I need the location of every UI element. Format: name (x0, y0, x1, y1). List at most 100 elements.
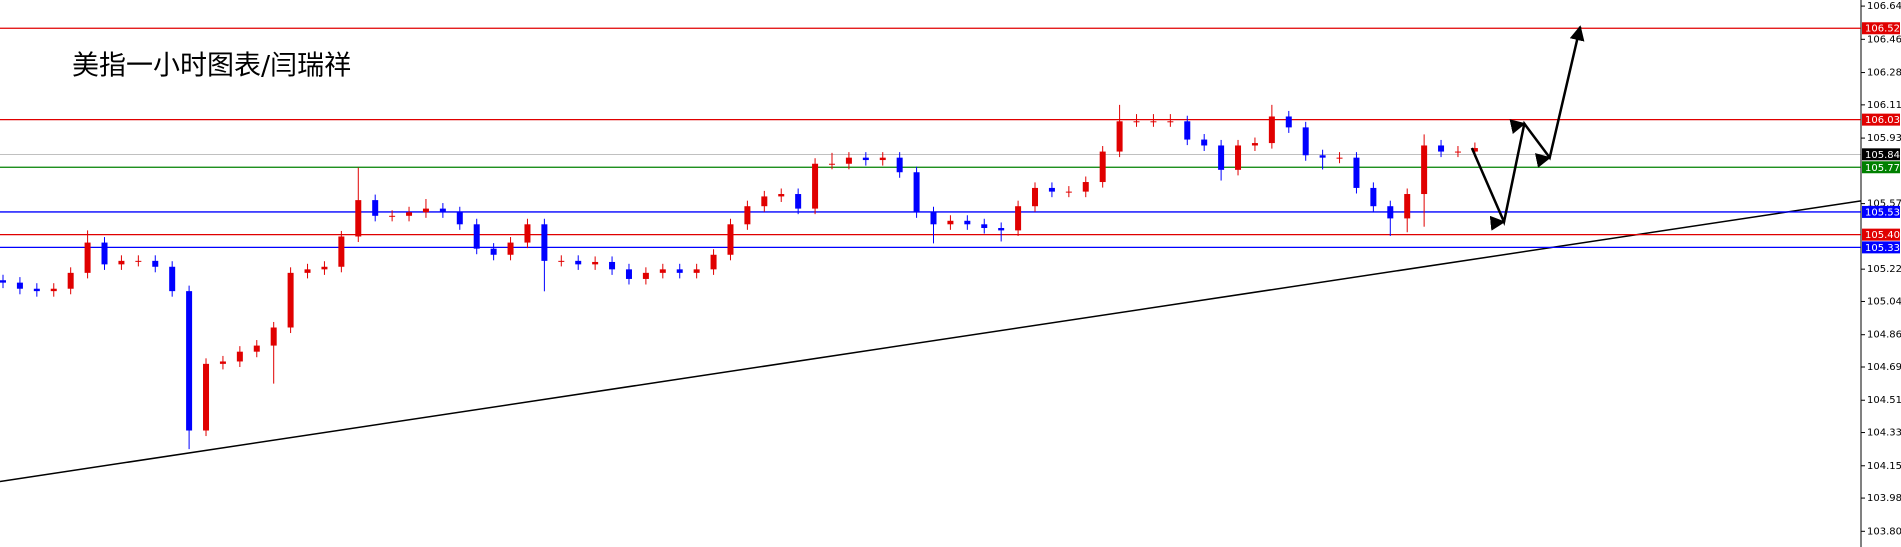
candle-body (1150, 121, 1157, 123)
candle-body (1032, 187, 1039, 207)
candle-body (1015, 206, 1022, 231)
candle-body (795, 194, 802, 209)
candle-body (879, 157, 886, 161)
candle-body (33, 288, 40, 292)
candle-body (101, 242, 108, 265)
candle-body (1184, 121, 1191, 140)
candle-body (1285, 116, 1292, 128)
candle-body (0, 280, 6, 283)
candle-body (1048, 187, 1055, 192)
candle-body (118, 260, 125, 265)
candle-body (947, 220, 954, 225)
level-label: 106.525 (1865, 24, 1901, 35)
candle-body (964, 220, 971, 225)
candle-body (1319, 155, 1326, 158)
candle-body (930, 212, 937, 225)
y-tick-label: 106.465 (1867, 34, 1901, 45)
candle-body (845, 157, 852, 164)
level-tag (1862, 241, 1900, 254)
level-label: 105.338 (1865, 243, 1901, 254)
candle-body (1218, 145, 1225, 170)
candle-body (186, 291, 193, 431)
y-tick-label: 105.220 (1867, 264, 1901, 275)
candle-body (236, 351, 243, 362)
y-tick-label: 105.045 (1867, 296, 1901, 307)
y-tick-label: 104.155 (1867, 461, 1901, 472)
candle-body (778, 194, 785, 197)
candle-body (896, 157, 903, 173)
y-tick-label: 104.690 (1867, 362, 1901, 373)
candle-body (135, 260, 142, 262)
candle-body (270, 327, 277, 346)
candle-body (439, 208, 446, 213)
candle-body (609, 261, 616, 270)
candle-body (625, 269, 632, 279)
candle-body (744, 206, 751, 225)
level-label: 105.530 (1865, 207, 1901, 218)
level-label: 105.842 (1865, 150, 1901, 161)
y-tick-label: 106.110 (1867, 100, 1901, 111)
level-label: 105.407 (1865, 230, 1901, 241)
candle-body (1268, 116, 1275, 144)
candle-body (50, 288, 57, 292)
candle-body (1438, 145, 1445, 152)
level-tag (1862, 205, 1900, 218)
candle-body (1082, 182, 1089, 192)
candle-body (575, 260, 582, 265)
y-tick-label: 106.645 (1867, 1, 1901, 12)
candle-body (338, 236, 345, 267)
level-tag (1862, 148, 1900, 161)
y-tick-label: 104.510 (1867, 395, 1901, 406)
candle-body (862, 157, 869, 161)
candle-body (507, 242, 514, 255)
candle-body (219, 361, 226, 364)
candle-body (16, 282, 23, 289)
candle-body (828, 163, 835, 165)
candle-body (710, 254, 717, 270)
y-tick-label: 105.575 (1867, 199, 1901, 210)
candle-body (524, 224, 531, 243)
candle-body (422, 208, 429, 213)
candle-body (456, 212, 463, 225)
level-label: 105.772 (1865, 163, 1901, 174)
candle-body (389, 215, 396, 217)
candle-body (1336, 157, 1343, 159)
candle-body (1065, 191, 1072, 193)
candle-body (1404, 194, 1411, 219)
candle-body (592, 261, 599, 265)
y-tick-label: 103.800 (1867, 526, 1901, 537)
candle-body (1133, 121, 1140, 123)
projection-path (1470, 25, 1585, 231)
candle-body (473, 224, 480, 249)
candle-body (1167, 121, 1174, 123)
candle-body (659, 269, 666, 273)
y-tick-label: 104.335 (1867, 428, 1901, 439)
candle-body (812, 163, 819, 209)
y-tick-label: 105.930 (1867, 133, 1901, 144)
level-label: 106.030 (1865, 115, 1901, 126)
candle-body (203, 363, 210, 431)
candle-body (1302, 127, 1309, 156)
candle-body (1201, 139, 1208, 146)
level-tag (1862, 228, 1900, 241)
y-tick-label: 106.285 (1867, 68, 1901, 79)
candle-body (84, 242, 91, 273)
candle-body (1471, 148, 1478, 152)
candle-body (406, 212, 413, 216)
candle-body (998, 227, 1005, 231)
candle-body (355, 200, 362, 237)
level-tag (1862, 22, 1900, 35)
y-tick-label: 103.980 (1867, 493, 1901, 504)
candle-body (490, 248, 497, 255)
candle-body (321, 266, 328, 270)
candle-body (152, 260, 159, 267)
y-tick-label: 104.865 (1867, 330, 1901, 341)
candle-body (253, 345, 260, 352)
candle-body (1251, 143, 1258, 146)
candle-body (642, 272, 649, 279)
candle-body (558, 260, 565, 262)
candle-body (1235, 145, 1242, 170)
level-tag (1862, 161, 1900, 174)
candle-body (1421, 145, 1428, 195)
